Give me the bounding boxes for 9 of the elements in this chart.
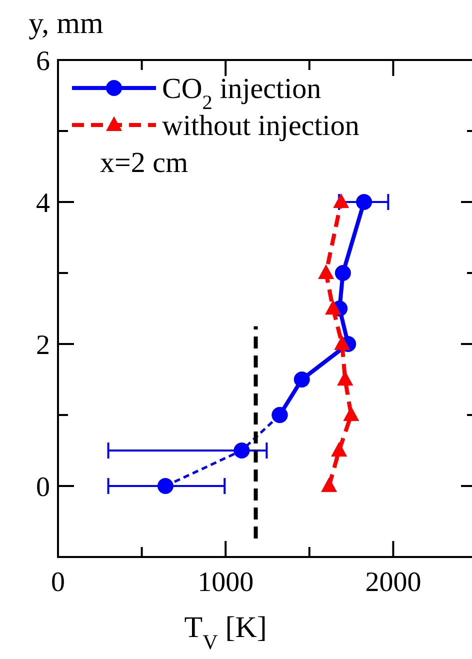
y-tick-label: 0 [36, 472, 50, 503]
y-tick-label: 6 [36, 46, 50, 77]
x-tick-label: 1000 [198, 567, 254, 598]
y-tick-label: 4 [36, 188, 50, 219]
y-tick-label: 2 [36, 330, 50, 361]
x-tick-label: 2000 [365, 567, 422, 598]
y-axis-title: y, mm [28, 7, 104, 40]
x-axis-title: T$_{V}$ [K] [184, 611, 267, 654]
annotation: x=2 cm [100, 147, 188, 179]
